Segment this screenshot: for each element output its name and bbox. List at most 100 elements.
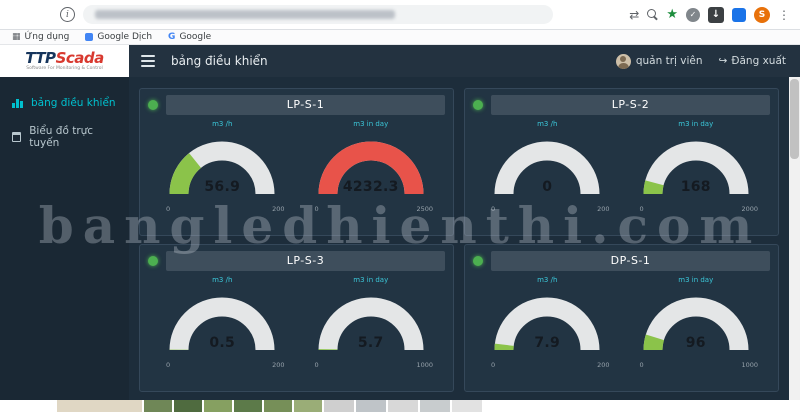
bookmark-apps[interactable]: ▦ Ứng dụng: [12, 32, 69, 42]
gauge-arc: [157, 129, 287, 199]
gauge-arc: [306, 129, 436, 199]
window-thumbnail[interactable]: [294, 400, 322, 412]
sidebar-toggle-icon[interactable]: [129, 45, 167, 77]
gauge-max-label: 200: [597, 361, 610, 369]
browser-action-icons: ⇄ ★ ✓ ↓ S ⋮: [629, 6, 792, 23]
gauge-unit-label: m3 in day: [678, 276, 714, 284]
panel-header: LP-S-1: [148, 95, 445, 115]
page-info-icon[interactable]: i: [60, 7, 75, 22]
window-thumbnail[interactable]: [420, 400, 450, 412]
panel-header: DP-S-1: [473, 251, 770, 271]
panel-header: LP-S-2: [473, 95, 770, 115]
window-thumbnail[interactable]: [452, 400, 482, 412]
window-thumbnail[interactable]: [388, 400, 418, 412]
status-dot-icon: [148, 256, 158, 266]
gauge-arc: [631, 129, 761, 199]
gauge-unit-label: m3 in day: [353, 276, 389, 284]
gauge-min-label: 0: [639, 361, 644, 369]
gauge-max-label: 1000: [416, 361, 433, 369]
browser-toolbar: i ⇄ ★ ✓ ↓ S ⋮: [0, 0, 800, 30]
browser-profile-avatar[interactable]: S: [754, 6, 770, 23]
google-translate-icon: [85, 33, 94, 41]
window-thumbnail[interactable]: [264, 400, 292, 412]
gauge-max-label: 200: [272, 361, 285, 369]
gauge-arc: [482, 285, 612, 355]
gauge-min-label: 0: [166, 205, 171, 213]
station-panel: LP-S-3 m3 /h 0.5 0 200 m3 in day: [139, 244, 454, 392]
gauge-arc: [482, 129, 612, 199]
gauge-row: m3 /h 7.9 0 200 m3 in day 96 0 1000: [473, 273, 770, 381]
app-logo[interactable]: TTPScada Software For Monitoring & Contr…: [0, 45, 129, 77]
shield-extension-icon[interactable]: ✓: [686, 7, 700, 22]
gauge-min-label: 0: [166, 361, 171, 369]
app-header: TTPScada Software For Monitoring & Contr…: [0, 45, 800, 77]
window-thumbnail[interactable]: [174, 400, 202, 412]
gauge: m3 /h 7.9 0 200: [473, 273, 622, 381]
header-right: quản trị viên ↪ Đăng xuất: [615, 53, 800, 69]
extension-icon[interactable]: [732, 7, 746, 22]
logout-button[interactable]: ↪ Đăng xuất: [719, 55, 786, 67]
station-panel: LP-S-1 m3 /h 56.9 0 200 m3 in day: [139, 88, 454, 236]
gauge-value: 56.9: [204, 179, 241, 195]
window-thumbnail[interactable]: [204, 400, 232, 412]
window-thumbnail[interactable]: [0, 400, 55, 412]
status-dot-icon: [148, 100, 158, 110]
logo-tagline: Software For Monitoring & Control: [26, 65, 103, 71]
gauge-value: 5.7: [357, 335, 384, 351]
gauge-min-label: 0: [491, 361, 496, 369]
gauge-min-label: 0: [314, 361, 319, 369]
gauge-min-label: 0: [314, 205, 319, 213]
gauge-max-label: 200: [272, 205, 285, 213]
user-menu[interactable]: quản trị viên: [615, 53, 703, 69]
scrollbar-thumb[interactable]: [790, 79, 799, 159]
gauge: m3 in day 4232.3 0 2500: [297, 117, 446, 225]
sidebar-item-label: bảng điều khiển: [31, 97, 116, 109]
logout-icon: ↪: [718, 55, 728, 67]
bookmark-label: Google Dịch: [97, 32, 153, 42]
gauge-arc: [631, 285, 761, 355]
logo-brand-primary: TTP: [25, 48, 56, 67]
scada-app: TTPScada Software For Monitoring & Contr…: [0, 45, 800, 400]
gauge-unit-label: m3 in day: [353, 120, 389, 128]
gauge-row: m3 /h 0.5 0 200 m3 in day 5.7 0 1000: [148, 273, 445, 381]
bookmark-label: Google: [179, 32, 212, 42]
window-thumbnail[interactable]: [356, 400, 386, 412]
panel-header: LP-S-3: [148, 251, 445, 271]
gauge: m3 /h 56.9 0 200: [148, 117, 297, 225]
browser-menu-icon[interactable]: ⋮: [778, 7, 790, 22]
gauge-max-label: 1000: [741, 361, 758, 369]
download-icon[interactable]: ↓: [708, 6, 724, 23]
gauge-min-label: 0: [639, 205, 644, 213]
gauge-unit-label: m3 in day: [678, 120, 714, 128]
window-thumbnail[interactable]: [234, 400, 262, 412]
gauge-unit-label: m3 /h: [212, 276, 233, 284]
page-title: bảng điều khiển: [171, 54, 268, 68]
address-bar[interactable]: [83, 5, 553, 24]
panel-title: LP-S-1: [166, 95, 445, 115]
page-scrollbar[interactable]: [789, 77, 800, 400]
status-dot-icon: [473, 100, 483, 110]
bookmark-label: Ứng dụng: [24, 32, 70, 42]
logo-text: TTPScada: [25, 48, 104, 67]
bookmark-google[interactable]: G Google: [168, 32, 211, 42]
sidebar-item-online-charts[interactable]: Biểu đồ trực tuyến: [0, 117, 129, 157]
redacted-url: [95, 10, 395, 19]
gauge-row: m3 /h 56.9 0 200 m3 in day 4232.3 0 2500: [148, 117, 445, 225]
bookmark-google-translate[interactable]: Google Dịch: [85, 32, 152, 42]
panel-title: LP-S-2: [491, 95, 770, 115]
window-thumbnail[interactable]: [144, 400, 172, 412]
dashboard-content: LP-S-1 m3 /h 56.9 0 200 m3 in day: [129, 77, 789, 400]
gauge: m3 in day 96 0 1000: [622, 273, 771, 381]
user-name: quản trị viên: [635, 55, 703, 67]
calendar-icon: [12, 132, 22, 142]
window-thumbnail[interactable]: [57, 400, 142, 412]
bookmark-star-icon[interactable]: ★: [666, 7, 678, 22]
zoom-icon[interactable]: [647, 9, 658, 20]
translate-icon[interactable]: ⇄: [629, 7, 640, 22]
gauge: m3 in day 168 0 2000: [622, 117, 771, 225]
window-thumbnail[interactable]: [324, 400, 354, 412]
status-dot-icon: [473, 256, 483, 266]
sidebar-item-label: Biểu đồ trực tuyến: [29, 125, 94, 149]
sidebar-item-dashboard[interactable]: bảng điều khiển: [0, 89, 129, 117]
